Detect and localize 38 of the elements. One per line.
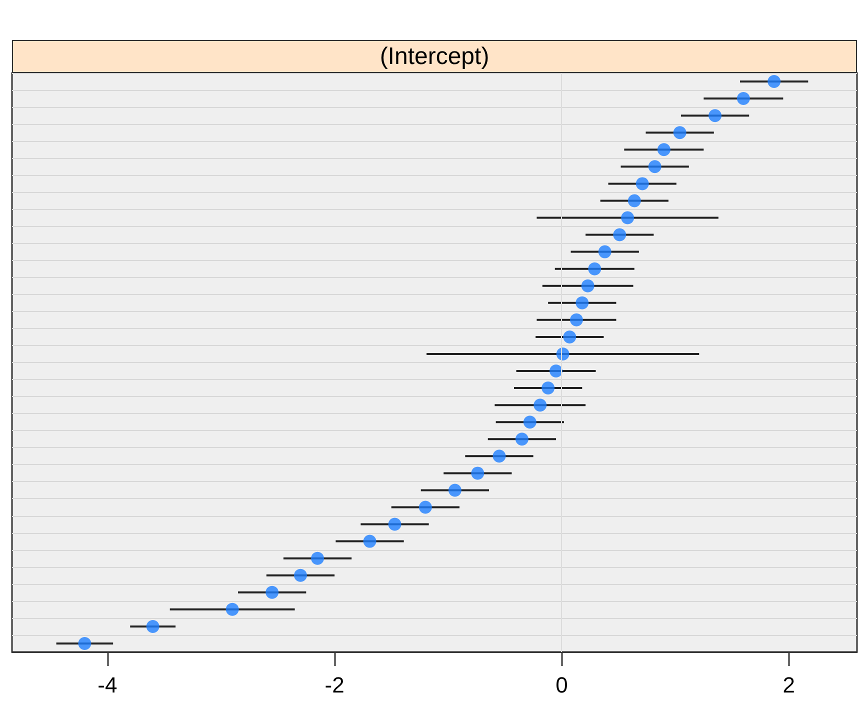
point — [534, 398, 547, 412]
point — [563, 330, 576, 344]
point — [388, 518, 402, 531]
point — [768, 75, 781, 88]
point — [363, 534, 376, 548]
point — [628, 194, 641, 208]
point — [657, 143, 670, 156]
point — [708, 109, 722, 122]
point — [226, 602, 239, 616]
point — [581, 279, 594, 292]
point — [588, 262, 602, 276]
point — [523, 416, 536, 429]
point — [621, 211, 634, 224]
point — [471, 466, 484, 480]
point — [673, 126, 686, 140]
point — [736, 92, 750, 106]
point — [294, 568, 307, 582]
point — [648, 160, 662, 174]
x-tick-label: -4 — [98, 672, 118, 698]
chart-title: (Intercept) — [12, 40, 857, 73]
point — [266, 586, 279, 599]
point — [542, 382, 555, 395]
point — [598, 245, 612, 258]
point — [448, 484, 462, 497]
x-tick-label: -2 — [324, 672, 344, 698]
point — [576, 296, 589, 310]
point — [311, 552, 324, 565]
point — [515, 432, 528, 446]
x-tick-label: 0 — [556, 672, 568, 698]
point — [550, 364, 563, 378]
point — [418, 500, 432, 514]
point — [78, 636, 92, 650]
point — [146, 620, 160, 633]
point — [636, 177, 649, 190]
x-tick-label: 2 — [782, 672, 795, 698]
point — [613, 228, 626, 242]
point — [570, 313, 583, 326]
point — [492, 450, 506, 463]
